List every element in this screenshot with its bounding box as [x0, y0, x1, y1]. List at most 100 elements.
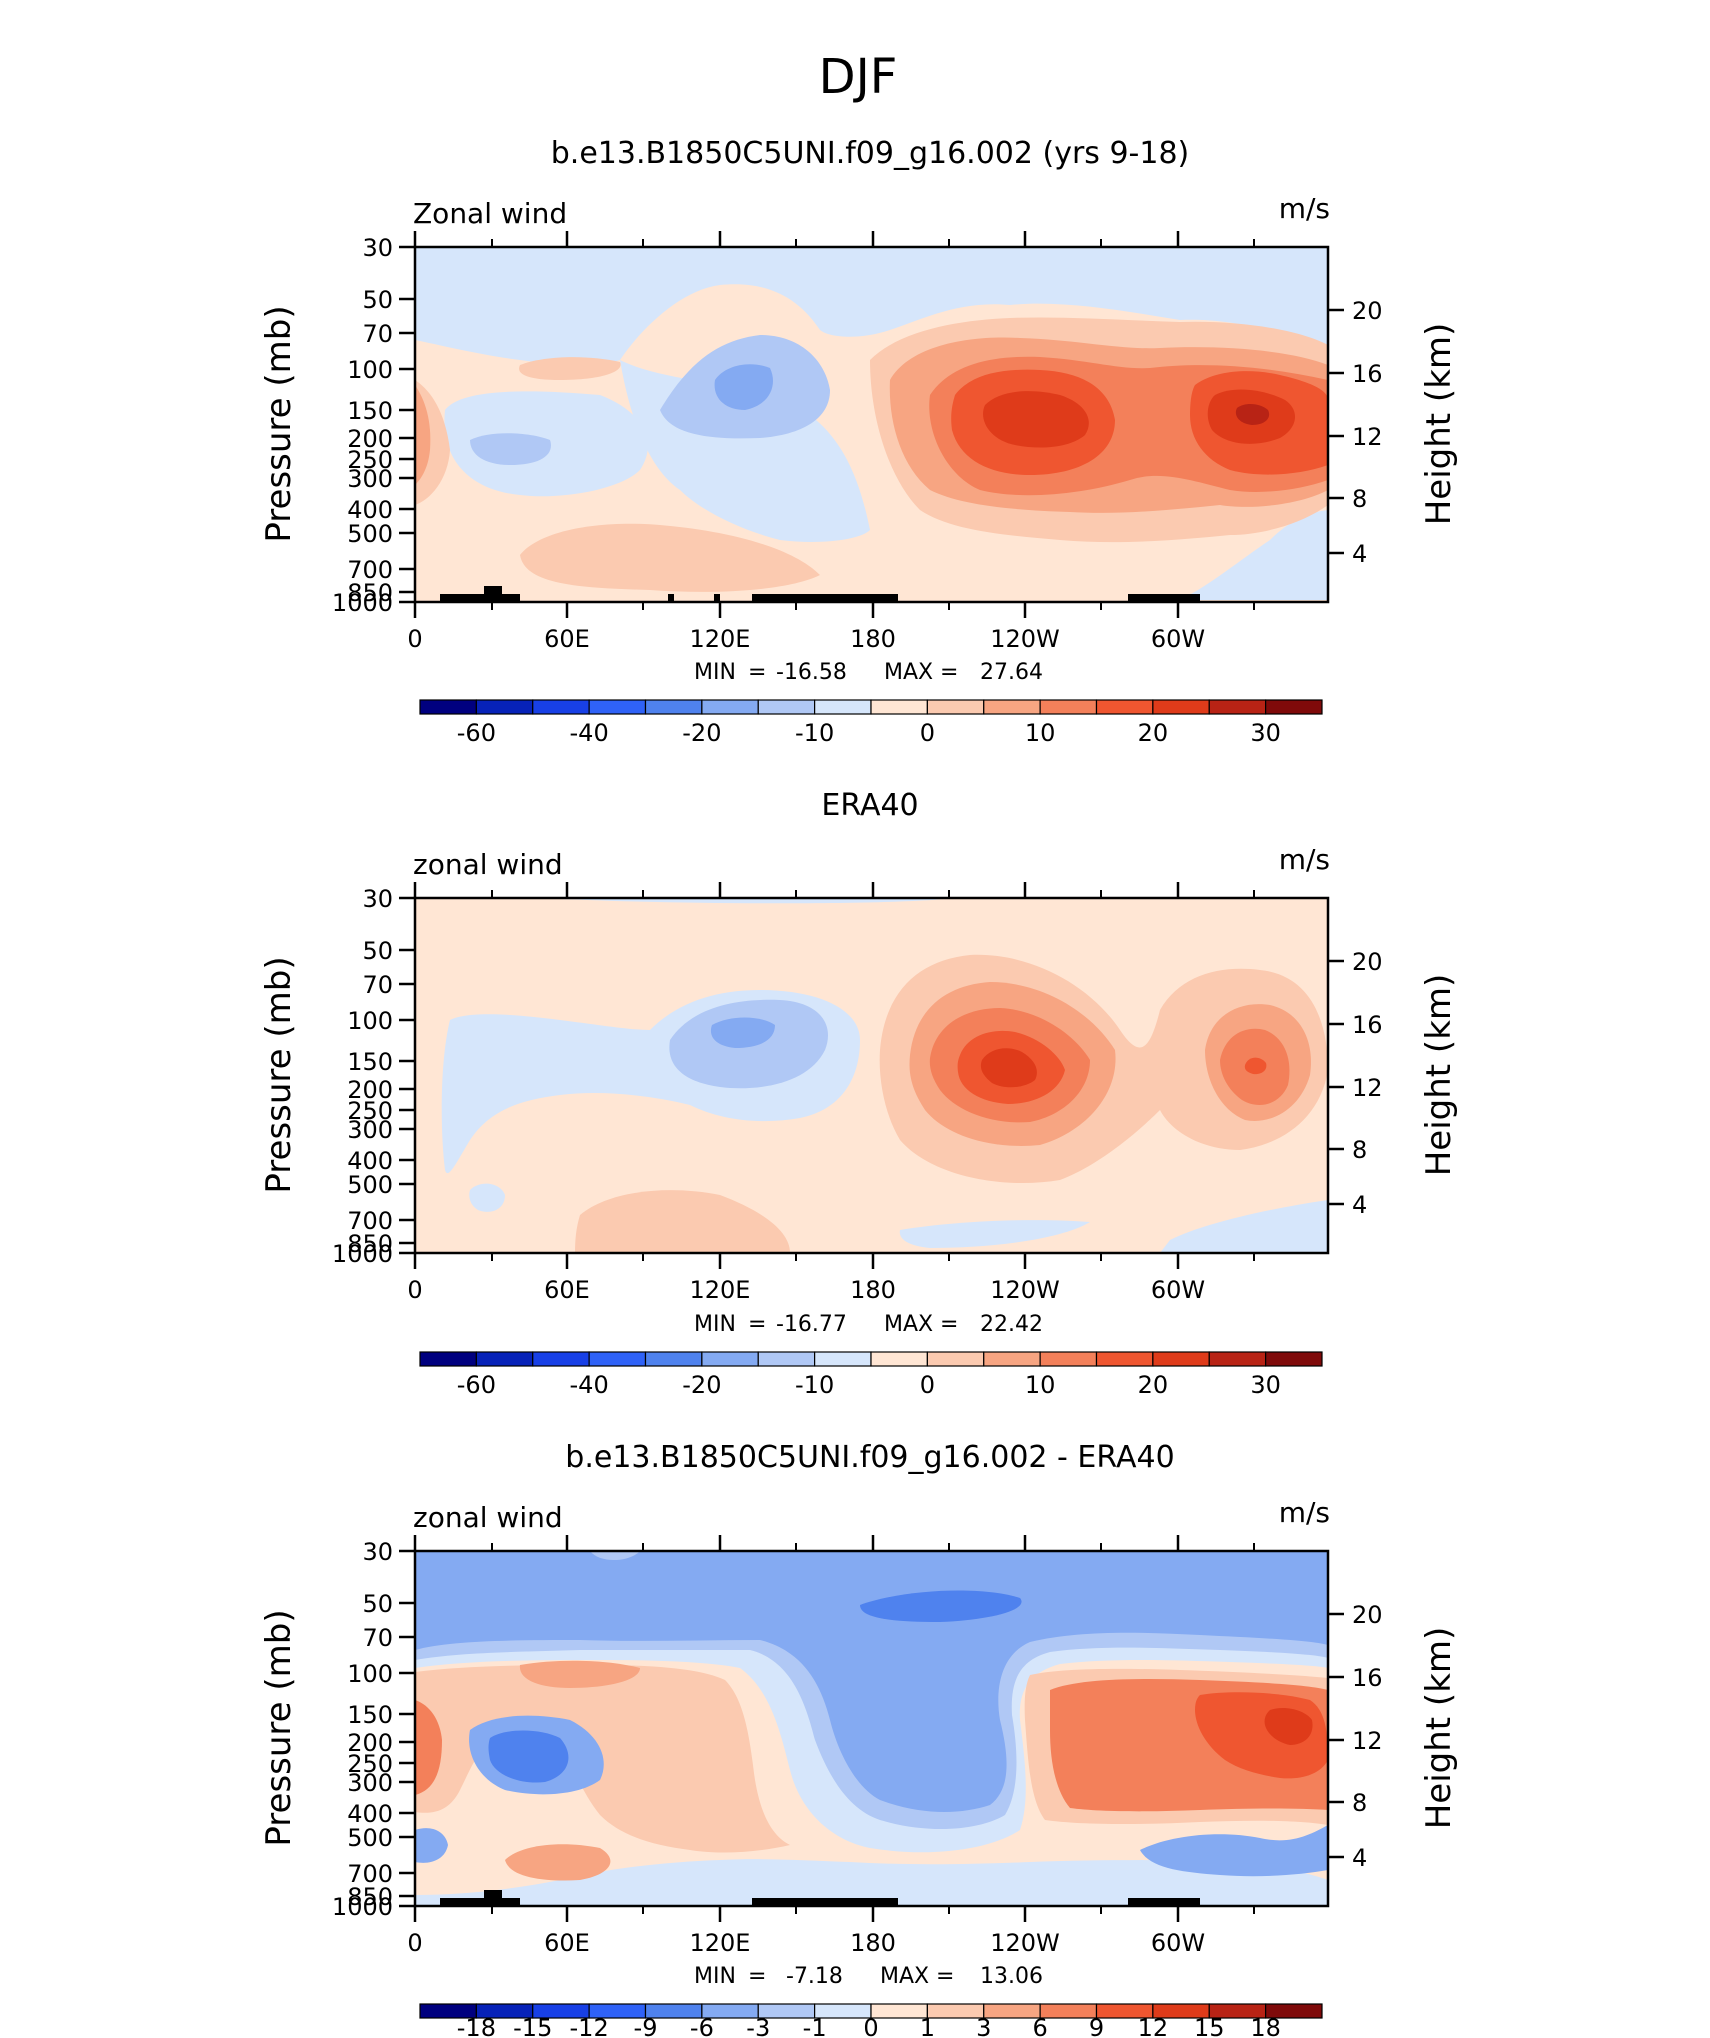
topography-5: [668, 594, 674, 602]
colorbar-label: 12: [1138, 2014, 1169, 2038]
topography-3: [752, 1898, 898, 1906]
colorbar-swatch: [870, 1351, 928, 1367]
colorbar-swatch: [1095, 699, 1154, 715]
colorbar-label: 3: [976, 2014, 991, 2038]
y2-tick-label: 12: [1352, 1727, 1383, 1755]
y-tick-label: 1000: [332, 1893, 393, 1921]
colorbar-swatch: [1039, 699, 1098, 715]
topography-1: [440, 1898, 520, 1906]
colorbar-swatch: [475, 699, 534, 715]
colorbar-label: 0: [920, 719, 935, 747]
contour-pos-6-jet-east: [1235, 404, 1270, 425]
x-tick-label: 120E: [690, 625, 751, 653]
y-axis-title: Pressure (mb): [259, 1609, 299, 1846]
colorbar-swatch: [757, 1351, 816, 1367]
colorbar-label: 30: [1250, 1371, 1281, 1399]
plot-frame: [413, 896, 1330, 1255]
contour-neg-3-west: [488, 1730, 569, 1783]
y2-tick-label: 16: [1352, 1664, 1383, 1692]
topography-6: [714, 594, 720, 602]
contour-neg-light-upper: [415, 247, 1328, 373]
y2-tick-label: 4: [1352, 1191, 1367, 1219]
colorbar-label: -1: [803, 2014, 827, 2038]
min-value: -16.58: [776, 660, 847, 685]
y-tick-label: 700: [347, 556, 393, 584]
y-tick-label: 30: [362, 885, 393, 913]
contour-neg-3: [714, 364, 773, 410]
panel-era40: ERA40 zonal wind m/s 0 60E 120E 180 120W 60W 3…: [259, 788, 1459, 1399]
y2-tick-label: 8: [1352, 1789, 1367, 1817]
colorbar-swatch: [1152, 1351, 1210, 1367]
contour-neg-3-strong: [860, 1590, 1022, 1622]
colorbar-label: 18: [1250, 2014, 1281, 2038]
y-tick-label: 70: [362, 320, 393, 348]
plot-frame: [413, 245, 1330, 604]
panel-difference: b.e13.B1850C5UNI.f09_g16.002 - ERA40 zon…: [259, 1440, 1459, 2038]
colorbar-swatch: [588, 1351, 647, 1367]
colorbar-label: -20: [682, 719, 721, 747]
colorbar-label: 0: [863, 2014, 878, 2038]
x-tick-label: 180: [850, 1276, 896, 1304]
colorbar-label: 30: [1250, 719, 1281, 747]
x-tick-label: 60E: [544, 1276, 590, 1304]
contour-pos-3-top: [519, 1660, 640, 1688]
y2-tick-label: 8: [1352, 485, 1367, 513]
y-tick-label: 50: [362, 286, 393, 314]
colorbar-swatch: [1208, 699, 1267, 715]
colorbar-label: -12: [570, 2014, 609, 2038]
y-tick-label: 400: [347, 1800, 393, 1828]
contour-neg-small-top: [590, 1551, 640, 1561]
x-tick-label: 120W: [990, 1276, 1060, 1304]
contour-pos-3-west: [415, 1700, 442, 1795]
y-tick-label: 200: [347, 1729, 393, 1757]
contour-neg-2-small: [470, 433, 551, 465]
colorbar-label: -40: [570, 1371, 609, 1399]
colorbar-swatch: [419, 1351, 477, 1367]
colorbar-swatch: [983, 1351, 1041, 1367]
x-tick-label: 60E: [544, 1929, 590, 1957]
y-tick-label: 250: [347, 1750, 393, 1778]
colorbar-swatch: [1152, 699, 1210, 715]
min-label: MIN: [694, 1312, 736, 1337]
x-tick-label: 180: [850, 1929, 896, 1957]
colorbar-label: -20: [682, 1371, 721, 1399]
contour-pos-5-jet-west: [983, 391, 1089, 448]
colorbar-label: -60: [457, 1371, 496, 1399]
y-tick-label: 700: [347, 1860, 393, 1888]
y-tick-label: 1000: [332, 1240, 393, 1268]
min-value: -7.18: [786, 1964, 843, 1989]
y2-tick-label: 16: [1352, 1011, 1383, 1039]
contour-fields: [415, 898, 1328, 1253]
y-tick-label: 200: [347, 1076, 393, 1104]
max-eq: =: [940, 660, 958, 685]
contour-pos-1-lower: [575, 1190, 790, 1253]
contour-neg-light-top: [540, 898, 950, 904]
x-tick-label: 0: [407, 1276, 422, 1304]
y-tick-label: 500: [347, 1171, 393, 1199]
panel-title: b.e13.B1850C5UNI.f09_g16.002 - ERA40: [565, 1440, 1174, 1475]
topography-4: [1128, 594, 1200, 602]
max-eq: =: [940, 1312, 958, 1337]
y-tick-label: 1000: [332, 589, 393, 617]
units-label: m/s: [1279, 192, 1330, 225]
contour-pos-5-east: [1264, 1708, 1313, 1745]
colorbar-label: 15: [1194, 2014, 1225, 2038]
colorbar-swatch: [814, 699, 872, 715]
colorbar-label: -60: [457, 719, 496, 747]
colorbar-label: -3: [746, 2014, 770, 2038]
y-tick-label: 150: [347, 1048, 393, 1076]
contour-neg-light-right: [1180, 510, 1328, 600]
x-tick-label: 60W: [1151, 625, 1205, 653]
x-tick-label: 0: [407, 625, 422, 653]
contour-pos-1-left: [519, 357, 621, 380]
colorbar-swatch: [926, 699, 985, 715]
y-tick-label: 850: [347, 1883, 393, 1911]
contour-neg-light-lower: [899, 1220, 1090, 1248]
colorbar: -60 -40 -20 -10 0 10 20 30: [419, 1351, 1323, 1399]
y-tick-label: 500: [347, 520, 393, 548]
colorbar-label: -6: [690, 2014, 714, 2038]
y-tick-label: 50: [362, 1590, 393, 1618]
